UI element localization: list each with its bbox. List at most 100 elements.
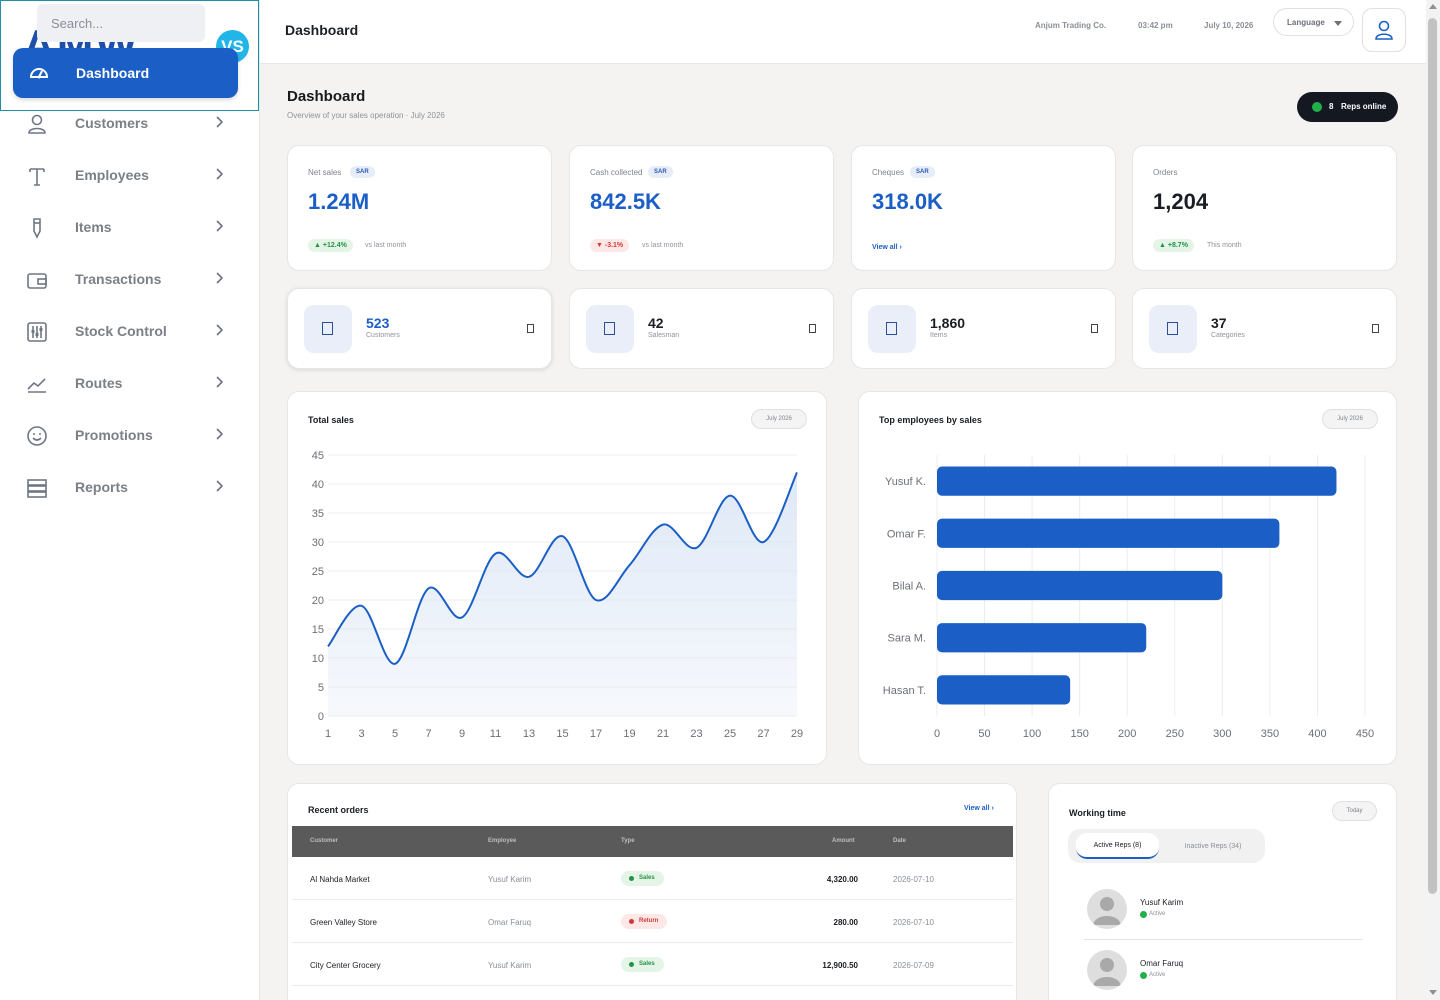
category-label: Omar F.	[887, 528, 926, 540]
table-header: Customer Employee Type Amount Date	[292, 826, 1013, 857]
delta-note: vs last month	[642, 242, 684, 249]
category-label: Hasan T.	[883, 685, 926, 697]
rep-name: Omar Faruq	[1140, 959, 1184, 968]
rep-name: Yusuf Karim	[1140, 898, 1184, 907]
y-tick-label: 10	[312, 653, 324, 665]
sliders-icon	[27, 322, 47, 342]
y-tick-label: 20	[312, 595, 324, 607]
divider	[1084, 939, 1363, 940]
customer-cell: City Center Grocery	[310, 961, 381, 970]
tab-inactive-reps[interactable]: Inactive Reps (34)	[1184, 842, 1242, 850]
orders-view-all-link[interactable]: View all ›	[964, 805, 994, 812]
search-input[interactable]	[37, 4, 205, 42]
scroll-up-arrow-icon[interactable]	[1429, 4, 1437, 9]
column-header[interactable]: Amount	[832, 838, 855, 844]
category-label: Bilal A.	[892, 581, 926, 593]
y-tick-label: 0	[318, 711, 324, 723]
rep-item[interactable]: Omar Faruq Active	[1084, 950, 1363, 1000]
language-select[interactable]: Language	[1273, 8, 1354, 36]
sidebar-item-stock-control[interactable]: Stock Control	[12, 311, 237, 351]
card-title: Total sales	[308, 415, 354, 425]
table-row[interactable]: Green Valley Store Omar Faruq Return 280…	[292, 900, 1013, 943]
column-header[interactable]: Type	[621, 838, 635, 844]
employee-bar	[937, 466, 1337, 496]
x-tick-label: 23	[690, 728, 702, 740]
kpi-card-cheques: Cheques SAR 318.0K View all ›	[851, 145, 1116, 271]
amount-cell: 12,900.50	[822, 961, 858, 970]
rep-item[interactable]: Yusuf Karim Active	[1084, 889, 1363, 949]
y-tick-label: 5	[318, 682, 324, 694]
x-tick-label: 21	[657, 728, 669, 740]
kpi-card-cash-collected: Cash collected SAR 842.5K ▼ -3.1% vs las…	[569, 145, 834, 271]
sidebar-item-transactions[interactable]: Transactions	[12, 259, 237, 299]
employee-cell: Yusuf Karim	[488, 961, 532, 970]
more-icon[interactable]	[1372, 324, 1379, 333]
kpi-card-net-sales: Net sales SAR 1.24M ▲ +12.4% vs last mon…	[287, 145, 552, 271]
more-icon[interactable]	[1091, 324, 1098, 333]
column-header[interactable]: Date	[893, 838, 907, 844]
sidebar-item-dashboard[interactable]: Dashboard	[13, 48, 238, 98]
sidebar-item-items[interactable]: Items	[12, 207, 237, 247]
column-header[interactable]: Employee	[488, 838, 517, 844]
x-tick-label: 100	[1023, 728, 1041, 740]
sidebar-item-employees[interactable]: Employees	[12, 155, 237, 195]
avatar	[1087, 950, 1127, 990]
sidebar-item-label: Stock Control	[75, 323, 167, 339]
current-time: 03:42 pm	[1138, 21, 1173, 30]
scroll-down-arrow-icon[interactable]	[1429, 990, 1437, 995]
more-icon[interactable]	[809, 324, 816, 333]
stat-card-items[interactable]: 1,860 Items	[851, 288, 1116, 369]
sidebar-item-promotions[interactable]: Promotions	[12, 415, 237, 455]
more-icon[interactable]	[527, 324, 534, 333]
y-tick-label: 40	[312, 479, 324, 491]
chevron-right-icon	[216, 272, 224, 284]
sidebar-item-customers[interactable]: Customers	[12, 103, 237, 143]
delta-note: This month	[1207, 242, 1242, 249]
cheques-view-all-link[interactable]: View all ›	[872, 244, 902, 251]
period-select[interactable]: Today	[1332, 801, 1377, 821]
column-header[interactable]: Customer	[310, 838, 339, 844]
employee-bar	[937, 675, 1071, 705]
table-row[interactable]: Al Nahda Market Yusuf Karim Sales 4,320.…	[292, 857, 1013, 900]
x-tick-label: 0	[934, 728, 940, 740]
sales-line	[327, 471, 798, 665]
amount-cell: 280.00	[833, 918, 858, 927]
sidebar-item-routes[interactable]: Routes	[12, 363, 237, 403]
stat-card-customers[interactable]: 523 Customers	[287, 288, 552, 369]
y-tick-label: 35	[312, 508, 324, 520]
tab-active-reps[interactable]: Active Reps (8)	[1076, 833, 1159, 859]
stat-label: Customers	[366, 332, 400, 339]
card-title: Top employees by sales	[879, 415, 982, 425]
sidebar-item-reports[interactable]: Reports	[12, 467, 237, 507]
stat-card-categories[interactable]: 37 Categories	[1132, 288, 1397, 369]
employee-cell: Omar Faruq	[488, 918, 532, 927]
wallet-icon	[27, 273, 47, 289]
stat-card-salesman[interactable]: 42 Salesman	[569, 288, 834, 369]
reps-online-count: 8	[1329, 102, 1334, 111]
sales-area-fill	[328, 472, 797, 716]
x-tick-label: 300	[1213, 728, 1231, 740]
employee-bar	[937, 623, 1147, 653]
delta-badge: ▲ +8.7%	[1153, 239, 1194, 252]
card-title: Working time	[1069, 808, 1126, 818]
x-tick-label: 13	[523, 728, 535, 740]
amount-cell: 4,320.00	[826, 875, 858, 884]
sidebar-item-label: Items	[75, 219, 112, 235]
scrollbar-thumb[interactable]	[1428, 18, 1437, 894]
stat-value: 42	[648, 315, 664, 331]
pen-icon	[33, 218, 41, 239]
y-tick-label: 25	[312, 566, 324, 578]
period-select[interactable]: July 2026	[751, 409, 807, 429]
period-select[interactable]: July 2026	[1322, 409, 1378, 429]
y-tick-label: 30	[312, 537, 324, 549]
current-date: July 10, 2026	[1204, 21, 1254, 30]
chevron-right-icon	[216, 116, 224, 128]
smile-icon	[27, 426, 47, 446]
x-tick-label: 11	[490, 728, 501, 740]
kpi-card-orders: Orders 1,204 ▲ +8.7% This month	[1132, 145, 1397, 271]
sidebar-item-label: Customers	[75, 115, 149, 131]
reps-online-badge[interactable]: 8 Reps online	[1297, 92, 1398, 122]
user-menu-button[interactable]	[1362, 8, 1406, 52]
currency-badge: SAR	[350, 166, 375, 178]
table-row[interactable]: City Center Grocery Yusuf Karim Sales 12…	[292, 943, 1013, 986]
